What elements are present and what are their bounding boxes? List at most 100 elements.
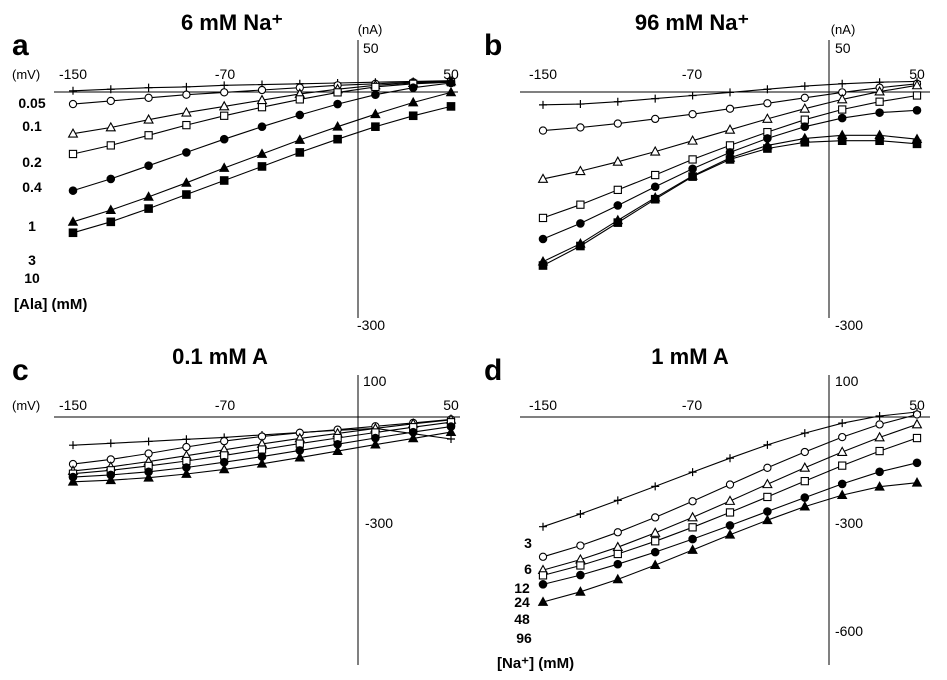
panel-b-title: 96 mM Na⁺ [635, 10, 749, 35]
panel-b-y-tick-2: -300 [835, 317, 863, 333]
panel-d-series-6 [537, 477, 923, 606]
panel-c-series-1-point [182, 435, 191, 444]
panel-d-series-5-point [837, 479, 847, 489]
panel-d-series-label-1: 3 [524, 535, 532, 551]
panel-a-series-3-point [143, 113, 154, 124]
panel-b-series-5-point [576, 219, 585, 228]
panel-b-x-tick-3: 50 [909, 66, 925, 82]
panel-d-series-3-point [687, 511, 698, 522]
panel-a-series-6-point [445, 86, 457, 97]
panel-c-series-6-point [294, 451, 306, 462]
panel-b-series-5-point [650, 182, 660, 192]
panel-d-y-tick-1: 100 [835, 373, 859, 389]
panel-d-series-4-point [800, 476, 809, 486]
panel-b-series-7-point [538, 261, 548, 270]
panel-a-series-4-point [295, 95, 304, 104]
panel-a-series-5-point [446, 78, 456, 88]
panel-a-y-tick-1: 50 [363, 40, 379, 56]
panel-a-title: 6 mM Na⁺ [181, 10, 283, 35]
panel-a-series-label-4: 0.4 [22, 179, 42, 195]
panel-d: d 1 mM A -150 -70 50 100 -300 -600 3 6 1… [484, 344, 930, 672]
panel-b-series-7 [538, 136, 922, 270]
panel-d-series-4-point [763, 492, 772, 502]
panel-b-series-4-point [576, 200, 585, 209]
panel-b-series-4-point [800, 115, 809, 124]
panel-d-plot-area [537, 408, 923, 606]
panel-b-series-5-point [800, 122, 810, 131]
panel-d-series-4-point [651, 537, 660, 546]
panel-b: b 96 mM Na⁺ (nA) -150 -70 50 50 -300 [484, 10, 930, 333]
panel-d-y-tick-3: -600 [835, 623, 863, 639]
panel-c-series-6 [67, 426, 457, 486]
panel-c-x-tick-3: 50 [443, 397, 459, 413]
panel-a-series-1-point [144, 83, 153, 92]
panel-b-series-7-point [576, 241, 585, 251]
panel-b-series-3-point [687, 134, 698, 145]
panel-b-series-4-point [875, 97, 884, 106]
panel-b-series-3-point [911, 79, 923, 90]
panel-d-series-4 [538, 433, 922, 580]
panel-b-series-3-point [612, 156, 624, 166]
panel-a-series-6-point [143, 191, 154, 201]
panel-a-plot-area [67, 75, 457, 238]
panel-a-series-label-2: 0.1 [22, 118, 42, 134]
panel-a-series-7-point [371, 122, 380, 131]
panel-a-series-4-point [144, 131, 153, 140]
panel-b-series-5-point [912, 106, 922, 115]
panel-c-letter: c [12, 354, 29, 387]
panel-d-series-2-point [875, 420, 884, 429]
panel-d-series-4-point [838, 461, 847, 470]
panel-b-x-tick-1: -150 [529, 66, 557, 82]
panel-b-series-3 [537, 79, 923, 183]
panel-a-series-4-point [106, 141, 115, 150]
panel-a-x-tick-2: -70 [215, 66, 235, 82]
panel-c-plot-area [67, 414, 457, 486]
panel-d-series-4-point [613, 549, 622, 559]
panel-b-series-4-point [688, 155, 697, 164]
panel-d-x-tick-1: -150 [529, 397, 557, 413]
panel-c-series-6-point [143, 472, 154, 482]
panel-d-series-4-point [576, 561, 585, 570]
panel-d-series-1-point [688, 468, 697, 477]
panel-a-series-2-point [106, 96, 115, 106]
panel-a-series-label-3: 0.2 [22, 154, 42, 170]
panel-a-series-5-point [144, 161, 153, 170]
panel-a-series-5-point [219, 134, 229, 144]
panel-a-series-5-point [295, 110, 305, 120]
panel-a-series-5 [68, 78, 456, 195]
panel-d-series-3-point [762, 478, 773, 489]
panel-c-x-tick-1: -150 [59, 397, 87, 413]
panel-a-series-7-point [144, 204, 153, 213]
panel-d-series-3-point [911, 418, 923, 429]
panel-c-series-6-point [67, 476, 79, 486]
panel-a-series-7-point [333, 134, 342, 144]
panel-d-series-6-point [649, 559, 661, 570]
panel-b-series-7-point [875, 136, 884, 146]
panel-d-series-label-4: 24 [514, 594, 530, 610]
panel-d-series-6-point [575, 586, 586, 596]
panel-a-legend-title: [Ala] (mM) [14, 296, 87, 313]
panel-b-series-1-point [539, 100, 547, 109]
panel-b-series-1 [539, 77, 921, 109]
panel-b-series-7-point [650, 194, 660, 204]
panel-b-series-3-point [762, 113, 773, 123]
panel-a-letter: a [12, 29, 29, 62]
panel-c-series-1-point [144, 437, 153, 446]
panel-b-series-7-point [837, 136, 847, 146]
panel-b-series-3-point [799, 102, 811, 113]
panel-b-series-2-point [800, 93, 809, 102]
panel-b-series-4 [538, 91, 922, 223]
panel-d-series-1-point [838, 419, 847, 428]
panel-d-series-3 [537, 418, 923, 575]
panel-a-series-7-point [219, 176, 229, 185]
panel-d-series-6-point [911, 477, 923, 487]
panel-a-series-4-point [68, 149, 78, 159]
panel-a-series-1-point [182, 82, 191, 91]
panel-a-series-7-point [408, 111, 418, 121]
panel-a-series-4-point [333, 88, 342, 97]
panel-b-x-tick-2: -70 [682, 66, 702, 82]
panel-a-series-5-point [333, 99, 342, 109]
panel-b-series-2-point [651, 114, 660, 124]
panel-a-series-7-point [295, 148, 305, 157]
panel-b-series-2-point [725, 104, 735, 113]
